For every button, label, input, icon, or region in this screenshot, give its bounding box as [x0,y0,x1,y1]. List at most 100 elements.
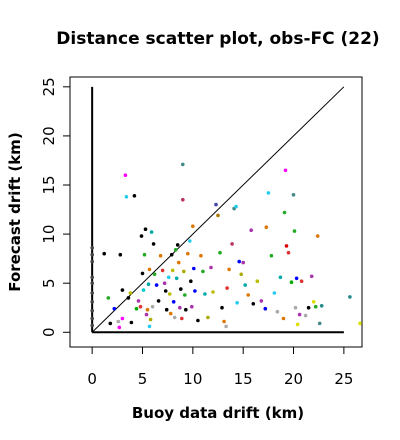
data-point [315,234,320,238]
data-point [90,252,94,257]
data-point [167,292,172,296]
data-point [160,268,165,273]
data-point [237,259,241,264]
data-point [90,259,94,264]
data-point [189,279,193,284]
data-point [139,234,144,238]
data-point [191,224,195,228]
data-point [251,302,256,306]
data-point [163,289,168,293]
data-point [230,242,234,246]
data-point [144,312,149,317]
data-point [90,246,94,250]
data-point [180,316,184,321]
data-point [145,307,150,312]
data-point [129,320,134,325]
data-point [186,251,190,256]
data-point [142,252,147,257]
data-point [294,276,299,281]
data-point [151,242,156,246]
data-point [190,304,194,309]
data-point [182,269,186,274]
data-point [150,304,155,309]
data-point [235,301,239,305]
data-point [106,296,111,300]
reference-lines [91,86,345,334]
data-point [136,299,141,303]
data-point [259,299,264,303]
data-point [128,291,133,295]
data-point [264,225,269,229]
data-point [249,228,253,232]
data-point [116,319,121,324]
x-tick-label: 5 [138,370,148,388]
data-point [134,306,139,311]
data-point [188,239,192,243]
data-point [289,280,294,285]
data-point [90,275,94,280]
data-point [147,267,152,272]
data-point [313,304,318,309]
data-point [140,271,145,276]
y-tick-label: 25 [40,77,58,96]
y-axis-title: Forecast drift (km) [6,132,24,291]
data-point [118,252,123,257]
data-point [120,288,125,292]
data-point [225,286,229,290]
data-point [176,260,181,265]
data-point [222,319,226,324]
data-point [108,321,113,326]
data-point [181,197,185,202]
data-point [178,305,182,310]
data-point [317,321,322,326]
x-axis: 0 5 10 15 20 25 [87,347,353,388]
data-point [266,191,271,195]
data-point [319,304,324,308]
x-tick-label: 10 [183,370,202,388]
data-point [124,195,129,199]
data-point [147,324,152,329]
data-point [181,162,185,167]
data-point [269,253,274,258]
data-point [184,307,188,312]
data-point [193,289,197,293]
data-point [311,300,316,304]
data-point [146,282,151,287]
y-tick-label: 10 [40,225,58,244]
data-point [209,265,213,270]
data-point [90,316,94,321]
data-point [152,272,157,277]
data-point [348,295,352,299]
data-point [292,229,297,233]
data-point [126,296,131,300]
data-point [132,194,137,198]
data-point [224,324,228,329]
one-to-one-line [91,86,345,333]
data-point [206,315,210,320]
data-points [90,162,362,330]
data-point [282,210,287,215]
data-point [170,268,175,273]
data-point [203,292,207,296]
data-point [148,317,153,322]
data-point [175,243,180,247]
data-point [123,173,128,177]
x-tick-label: 20 [284,370,303,388]
data-point [216,213,220,218]
data-point [183,293,187,297]
data-point [306,305,311,310]
data-point [286,250,291,255]
data-point [199,253,203,258]
data-point [143,227,148,231]
data-point [218,250,222,255]
data-point [158,253,163,258]
data-point [196,318,200,323]
data-point [90,300,94,304]
data-point [246,293,250,297]
data-point [220,305,224,310]
data-point [227,267,231,272]
data-point [117,325,122,330]
data-point [192,266,196,271]
data-point [141,288,146,292]
data-point [303,313,308,318]
